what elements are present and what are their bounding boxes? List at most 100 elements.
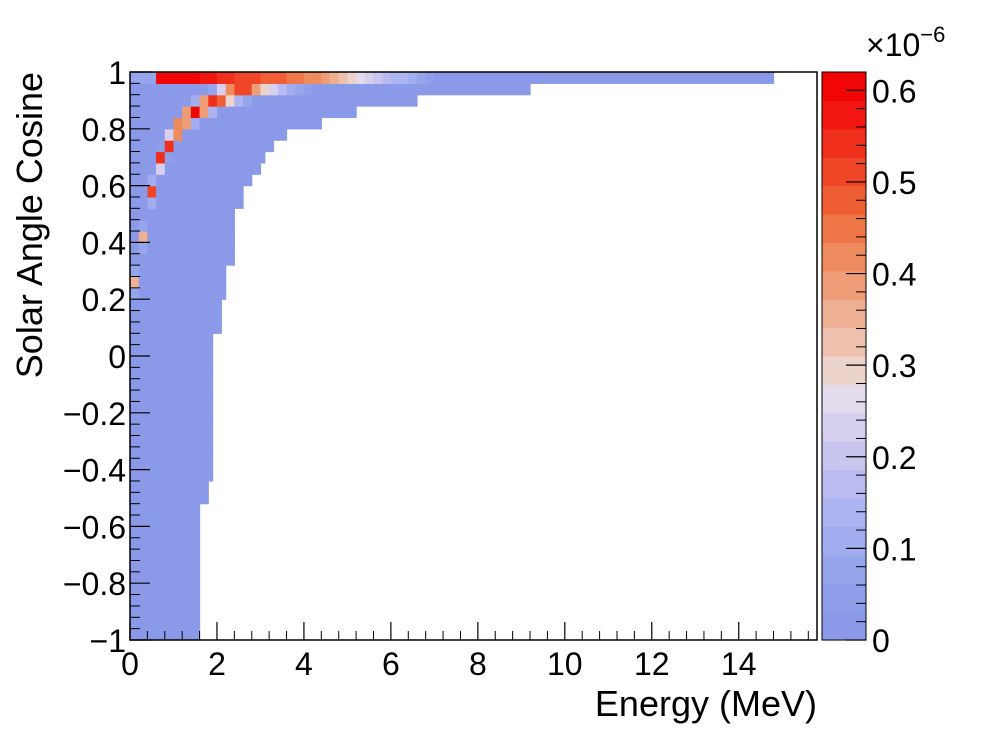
heatmap-cell (208, 446, 214, 459)
heatmap-cell (156, 219, 166, 232)
heatmap-cell (503, 72, 514, 84)
heatmap-cell (234, 128, 244, 141)
heatmap-cell (260, 140, 270, 153)
heatmap-cell (147, 583, 157, 596)
heatmap-cell (138, 446, 148, 459)
heatmap-cell (312, 94, 322, 107)
heatmap-cell (182, 83, 192, 96)
heatmap-cell (156, 140, 166, 153)
heatmap-cell (156, 106, 166, 119)
heatmap-cell (138, 219, 148, 232)
heatmap-cell (156, 231, 166, 243)
heatmap-cell (190, 253, 201, 266)
heatmap-cell (225, 174, 235, 187)
heatmap-cell (277, 94, 288, 107)
colorbar-segment (822, 299, 866, 329)
heatmap-cell (130, 140, 140, 153)
heatmap-cell (364, 83, 375, 96)
y-axis-label: Solar Angle Cosine (9, 72, 50, 378)
heatmap-cell (190, 174, 201, 187)
heatmap-cell (147, 571, 157, 584)
heatmap-cell (147, 390, 157, 403)
heatmap-cell (147, 446, 157, 459)
heatmap-cell (156, 583, 166, 596)
heatmap-cell (538, 72, 549, 84)
heatmap-cell (156, 162, 166, 175)
y-tick-label: −0.6 (63, 509, 126, 545)
heatmap-cell (208, 72, 218, 84)
heatmap-cell (182, 424, 192, 437)
heatmap-cell (521, 83, 531, 96)
heatmap-cell (138, 321, 148, 334)
heatmap-cell (173, 265, 183, 278)
heatmap-cell (269, 94, 279, 107)
heatmap-cell (164, 435, 175, 448)
colorbar-segment (822, 356, 866, 385)
heatmap-cell (130, 287, 140, 300)
heatmap-cell (156, 446, 166, 459)
heatmap-cell (190, 72, 201, 84)
heatmap-cell (164, 549, 175, 562)
heatmap-cell (208, 174, 218, 187)
heatmap-cell (164, 515, 175, 527)
heatmap-cell (147, 401, 157, 414)
heatmap-cell (199, 94, 209, 107)
heatmap-cell (138, 174, 148, 187)
heatmap-cell (199, 492, 209, 505)
heatmap-cell (182, 390, 192, 403)
heatmap-cell (164, 492, 175, 505)
heatmap-cell (182, 94, 192, 107)
y-tick-label: −0.2 (63, 396, 126, 432)
colorbar-segment (822, 526, 866, 556)
heatmap-cell (156, 424, 166, 437)
heatmap-cell (373, 72, 383, 84)
heatmap-cell (634, 72, 644, 84)
heatmap-cell (138, 515, 148, 527)
heatmap-cell (164, 253, 175, 266)
heatmap-cell (130, 412, 140, 425)
heatmap-cell (338, 94, 349, 107)
heatmap-cell (138, 72, 148, 84)
heatmap-cell (208, 367, 214, 380)
heatmap-cell (130, 628, 140, 641)
heatmap-cell (495, 83, 505, 96)
heatmap-cell (460, 72, 470, 84)
heatmap-cell (130, 480, 140, 493)
heatmap-cell (190, 605, 201, 618)
heatmap-cell (199, 196, 209, 209)
heatmap-cell (182, 378, 192, 391)
heatmap-cell (173, 537, 183, 550)
heatmap-cell (199, 242, 209, 255)
heatmap-cell (130, 310, 140, 323)
heatmap-cell (130, 242, 140, 255)
heatmap-cell (182, 367, 192, 380)
heatmap-cell (216, 196, 227, 209)
heatmap-cell (625, 72, 635, 84)
heatmap-cell (199, 162, 209, 175)
heatmap-cell (147, 174, 157, 187)
heatmap-cell (147, 503, 157, 516)
heatmap-cell (199, 333, 209, 346)
heatmap-cell (243, 151, 253, 164)
heatmap-cell (138, 594, 148, 607)
heatmap-cell (138, 185, 148, 198)
heatmap-cell (190, 276, 201, 289)
heatmap-cell (138, 492, 148, 505)
heatmap-cell (164, 412, 175, 425)
heatmap-cell (147, 128, 157, 141)
heatmap-cell (156, 344, 166, 357)
colorbar-segment (822, 100, 866, 130)
heatmap-cell (130, 162, 140, 175)
heatmap-cell (312, 117, 322, 130)
heatmap-cell (216, 162, 227, 175)
heatmap-cell (173, 458, 183, 471)
heatmap-cell (173, 628, 183, 641)
heatmap-cell (208, 151, 218, 164)
heatmap-cell (156, 276, 166, 289)
heatmap-cell (469, 83, 479, 96)
heatmap-cell (173, 196, 183, 209)
colorbar-multiplier: ×10−6 (866, 22, 945, 63)
heatmap-cell (330, 94, 340, 107)
heatmap-cell (138, 628, 148, 641)
heatmap-cell (277, 128, 288, 141)
